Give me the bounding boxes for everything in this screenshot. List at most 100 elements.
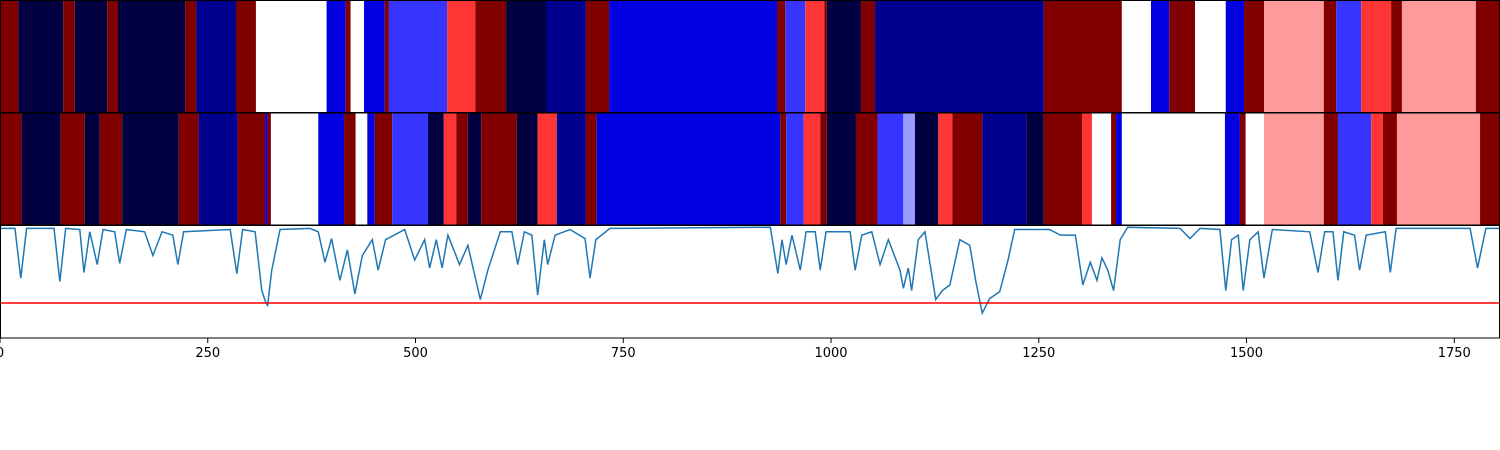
segment	[1323, 0, 1337, 113]
segment	[63, 0, 75, 113]
segment	[374, 112, 393, 225]
segment	[236, 0, 256, 113]
segment	[516, 112, 538, 225]
segment	[1111, 112, 1117, 225]
segment	[537, 112, 557, 225]
segment	[556, 112, 586, 225]
segment	[805, 0, 825, 113]
segment	[1116, 112, 1122, 225]
segment	[1475, 0, 1500, 113]
segment	[1371, 112, 1383, 225]
segment	[1263, 0, 1324, 113]
segment	[367, 112, 375, 225]
segment	[938, 112, 953, 225]
segment	[196, 0, 237, 113]
segment	[506, 0, 546, 113]
segment	[456, 112, 468, 225]
segment	[1150, 0, 1170, 113]
segment	[185, 0, 197, 113]
segment	[786, 112, 804, 225]
segment	[344, 112, 356, 225]
segment	[875, 0, 1044, 113]
x-tick-label: 1750	[1438, 346, 1471, 361]
segment	[1043, 0, 1122, 113]
segment	[74, 0, 108, 113]
segment	[1480, 112, 1500, 225]
segment	[326, 0, 346, 113]
segment	[388, 0, 448, 113]
segment	[820, 112, 827, 225]
x-tick-label: 0	[0, 346, 4, 361]
segment	[255, 0, 327, 113]
segment	[585, 112, 597, 225]
segment	[1263, 112, 1324, 225]
segment	[1337, 112, 1372, 225]
segment	[1245, 112, 1264, 225]
segment	[467, 112, 482, 225]
segment	[1081, 112, 1092, 225]
segment	[545, 0, 586, 113]
segment	[84, 112, 100, 225]
segment	[609, 0, 778, 113]
segment	[785, 0, 806, 113]
segment	[1169, 0, 1196, 113]
segment	[1026, 112, 1044, 225]
segment	[363, 0, 385, 113]
segment	[1225, 0, 1245, 113]
x-tick-label: 750	[611, 346, 636, 361]
segment	[99, 112, 123, 225]
segment	[481, 112, 517, 225]
axes-frame	[0, 225, 1500, 339]
segment	[1244, 0, 1264, 113]
segment	[903, 112, 915, 225]
segment	[824, 0, 827, 113]
segment	[427, 112, 444, 225]
segment	[392, 112, 428, 225]
segment	[107, 0, 119, 113]
segment	[122, 112, 179, 225]
segment	[447, 0, 476, 113]
segment	[1401, 0, 1476, 113]
segment	[826, 112, 856, 225]
segment	[0, 0, 19, 113]
signal-line	[0, 226, 1500, 316]
segment	[1224, 112, 1240, 225]
segment	[1121, 112, 1225, 225]
segment	[914, 112, 939, 225]
x-tick-label: 250	[195, 346, 220, 361]
segment	[21, 112, 61, 225]
segment	[0, 112, 22, 225]
x-tick-label: 500	[403, 346, 428, 361]
segment	[1195, 0, 1226, 113]
x-tick-label: 1000	[814, 346, 847, 361]
segment	[1382, 112, 1397, 225]
segment	[270, 112, 319, 225]
segment	[1121, 0, 1151, 113]
segment	[1336, 0, 1362, 113]
segment	[1323, 112, 1338, 225]
segment	[475, 0, 507, 113]
segment	[777, 0, 786, 113]
segment	[237, 112, 266, 225]
segment	[982, 112, 1027, 225]
segment	[780, 112, 787, 225]
segment	[355, 112, 368, 225]
segment	[350, 0, 364, 113]
segment	[803, 112, 821, 225]
segment	[860, 0, 876, 113]
segment	[1239, 112, 1246, 225]
segment	[178, 112, 199, 225]
segment	[318, 112, 345, 225]
segment	[596, 112, 781, 225]
segment	[384, 0, 389, 113]
segment	[443, 112, 457, 225]
x-tick-label: 1500	[1230, 346, 1263, 361]
segment	[1043, 112, 1082, 225]
segment	[855, 112, 878, 225]
segment	[267, 112, 271, 225]
segment	[265, 112, 268, 225]
x-tick-label: 1250	[1022, 346, 1055, 361]
segment	[952, 112, 983, 225]
